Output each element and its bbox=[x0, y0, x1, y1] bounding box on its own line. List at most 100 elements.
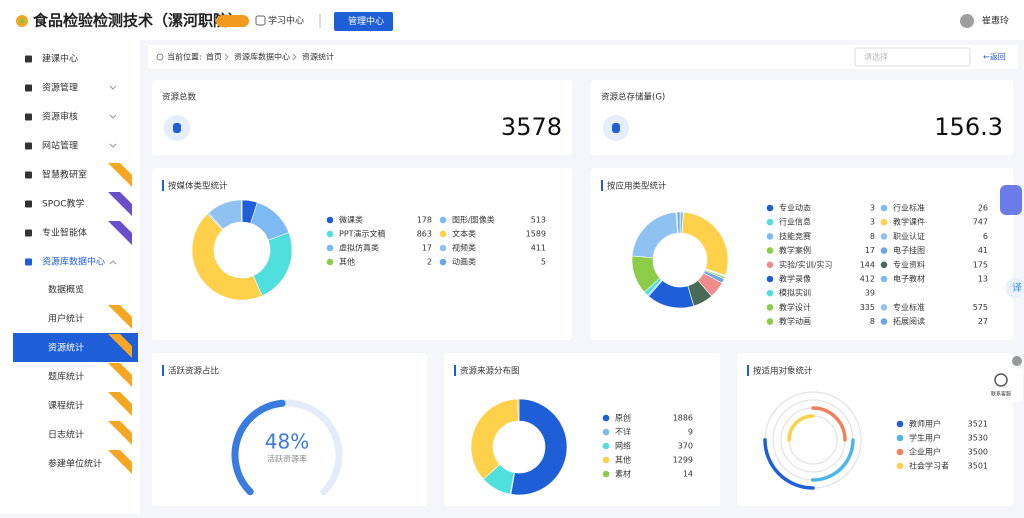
legend-name: 教学案例 bbox=[779, 245, 811, 255]
card-title: 活跃资源占比 bbox=[168, 366, 219, 377]
legend-name: 实验/实训/实习 bbox=[779, 259, 832, 269]
legend-dot bbox=[897, 463, 904, 470]
user-name[interactable]: 崔惠玲 bbox=[982, 15, 1009, 27]
legend-value: 575 bbox=[973, 303, 988, 312]
legend-value: 513 bbox=[531, 216, 546, 225]
legend-value: 14 bbox=[683, 470, 693, 479]
submenu-item: 题库统计 bbox=[48, 371, 84, 383]
gauge-caption: 活跃资源率 bbox=[267, 454, 307, 464]
legend-dot bbox=[603, 415, 610, 422]
nav-manage[interactable]: 管理中心 bbox=[348, 15, 384, 27]
legend-dot bbox=[767, 290, 774, 297]
legend-name: 模拟实训 bbox=[779, 288, 811, 298]
submenu-item: 参建单位统计 bbox=[48, 458, 102, 470]
breadcrumb-item: 资源库数据中心 bbox=[234, 52, 290, 62]
legend-name: 专业动态 bbox=[779, 203, 811, 213]
legend-name: 素材 bbox=[615, 469, 631, 479]
legend-dot bbox=[440, 245, 447, 252]
legend-name: 其他 bbox=[339, 257, 355, 267]
menu-icon bbox=[25, 85, 32, 92]
card-title: 按应用类型统计 bbox=[607, 181, 667, 192]
legend-name: 文本类 bbox=[452, 229, 476, 239]
legend-dot bbox=[881, 233, 888, 240]
legend-name: PPT演示文稿 bbox=[339, 229, 386, 239]
legend-name: 教师用户 bbox=[909, 419, 941, 429]
legend-value: 1299 bbox=[673, 456, 693, 465]
menu-icon bbox=[25, 56, 32, 63]
legend-value: 27 bbox=[978, 317, 988, 326]
menu-item: 智慧教研室 bbox=[42, 169, 87, 181]
legend-name: 教学动画 bbox=[779, 316, 811, 326]
legend-name: 职业认证 bbox=[893, 231, 925, 241]
submenu-item: 日志统计 bbox=[48, 429, 84, 441]
card-title: 按媒体类型统计 bbox=[168, 181, 228, 192]
submenu-item: 资源统计 bbox=[48, 342, 84, 354]
legend-name: 专业标准 bbox=[893, 302, 925, 312]
close-btn[interactable] bbox=[1012, 356, 1022, 366]
menu-item: 专业智能体 bbox=[42, 227, 87, 239]
legend-dot bbox=[881, 247, 888, 254]
legend-dot bbox=[897, 435, 904, 442]
legend-value: 39 bbox=[865, 289, 875, 298]
legend-value: 747 bbox=[973, 218, 988, 227]
legend-dot bbox=[767, 276, 774, 283]
legend-name: 教学录像 bbox=[779, 274, 811, 284]
card-title: 资源来源分布图 bbox=[460, 366, 520, 377]
legend-dot bbox=[603, 429, 610, 436]
stat-icon-glyph bbox=[612, 123, 620, 133]
nav-study[interactable]: 学习中心 bbox=[268, 15, 304, 27]
legend-name: 虚拟仿真类 bbox=[339, 243, 379, 253]
legend-value: 3521 bbox=[968, 420, 988, 429]
breadcrumb-item: 首页 bbox=[206, 52, 222, 62]
legend-name: 视频类 bbox=[452, 243, 476, 253]
legend-name: 企业用户 bbox=[909, 447, 941, 457]
site-title: 食品检验检测技术（漯河职院） bbox=[33, 12, 243, 30]
legend-value: 3500 bbox=[968, 448, 988, 457]
legend-dot bbox=[603, 443, 610, 450]
card-title: 按适用对象统计 bbox=[753, 366, 813, 377]
robot[interactable] bbox=[1000, 185, 1022, 215]
legend-value: 2 bbox=[427, 258, 432, 267]
card-title-bar bbox=[162, 365, 164, 376]
legend-dot bbox=[440, 259, 447, 266]
gauge-value: 48% bbox=[265, 430, 309, 454]
select-placeholder: 请选择 bbox=[864, 52, 888, 62]
legend-name: 动画类 bbox=[452, 257, 476, 267]
legend-dot bbox=[767, 304, 774, 311]
legend-name: 图形/图像类 bbox=[452, 215, 495, 225]
legend-value: 17 bbox=[422, 244, 432, 253]
legend-dot bbox=[767, 247, 774, 254]
stat-label: 资源总数 bbox=[162, 92, 197, 103]
legend-name: 拓展阅读 bbox=[893, 316, 925, 326]
legend-dot bbox=[881, 219, 888, 226]
legend-value: 370 bbox=[678, 442, 693, 451]
legend-value: 17 bbox=[865, 246, 875, 255]
menu-item: 资源审核 bbox=[42, 111, 78, 123]
service-label: 联系客服 bbox=[991, 391, 1011, 398]
legend-dot bbox=[881, 304, 888, 311]
legend-name: 不详 bbox=[615, 427, 631, 437]
legend-name: 原创 bbox=[615, 413, 631, 423]
card-title-bar bbox=[601, 180, 603, 191]
submenu-item: 课程统计 bbox=[48, 400, 84, 412]
avatar[interactable] bbox=[960, 14, 974, 28]
legend-name: 电子挂图 bbox=[893, 245, 925, 255]
legend-value: 144 bbox=[860, 260, 875, 269]
stat-label: 资源总存储量(G) bbox=[601, 92, 665, 103]
menu-icon bbox=[25, 259, 32, 266]
legend-name: 学生用户 bbox=[909, 433, 941, 443]
menu-icon bbox=[25, 143, 32, 150]
legend-dot bbox=[767, 233, 774, 240]
legend-value: 411 bbox=[531, 244, 546, 253]
menu-icon bbox=[25, 172, 32, 179]
back-link[interactable]: ←返回 bbox=[983, 53, 1006, 62]
legend-dot bbox=[767, 262, 774, 269]
legend-value: 13 bbox=[978, 275, 988, 284]
menu-icon bbox=[25, 114, 32, 121]
legend-dot bbox=[767, 205, 774, 212]
legend-value: 335 bbox=[860, 303, 875, 312]
submenu-item: 用户统计 bbox=[48, 313, 84, 325]
stat-value: 156.3 bbox=[934, 113, 1003, 141]
menu-item: SPOC教学 bbox=[42, 198, 85, 210]
legend-name: 电子教材 bbox=[893, 274, 925, 284]
